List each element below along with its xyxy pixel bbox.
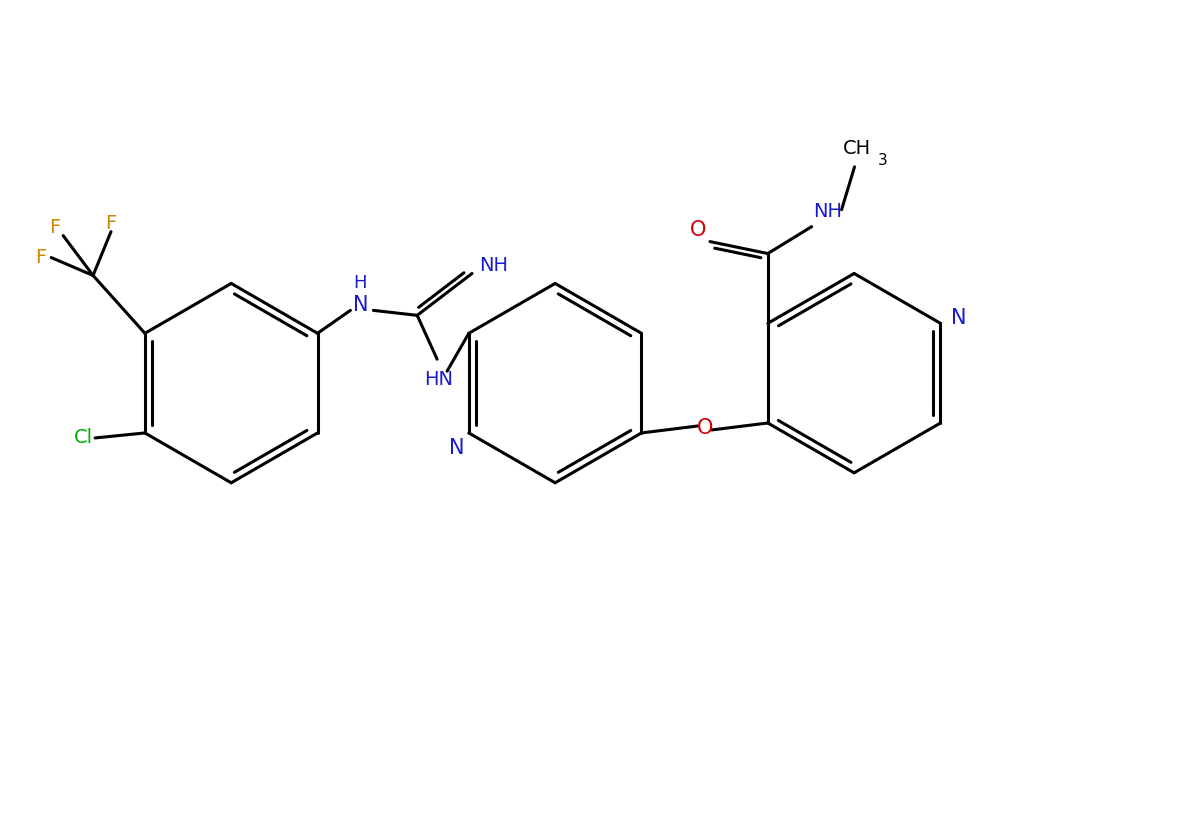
Text: Cl: Cl <box>74 428 93 447</box>
Text: N: N <box>449 438 464 458</box>
Text: 3: 3 <box>878 153 887 168</box>
Text: O: O <box>690 220 706 240</box>
Text: NH: NH <box>480 256 509 275</box>
Text: NH: NH <box>813 202 842 221</box>
Text: F: F <box>105 215 117 233</box>
Text: HN: HN <box>425 370 454 389</box>
Text: N: N <box>353 295 368 315</box>
Text: O: O <box>697 418 713 438</box>
Text: F: F <box>36 248 46 267</box>
Text: F: F <box>50 218 61 237</box>
Text: N: N <box>950 308 966 328</box>
Text: CH: CH <box>842 139 871 158</box>
Text: H: H <box>354 275 367 292</box>
